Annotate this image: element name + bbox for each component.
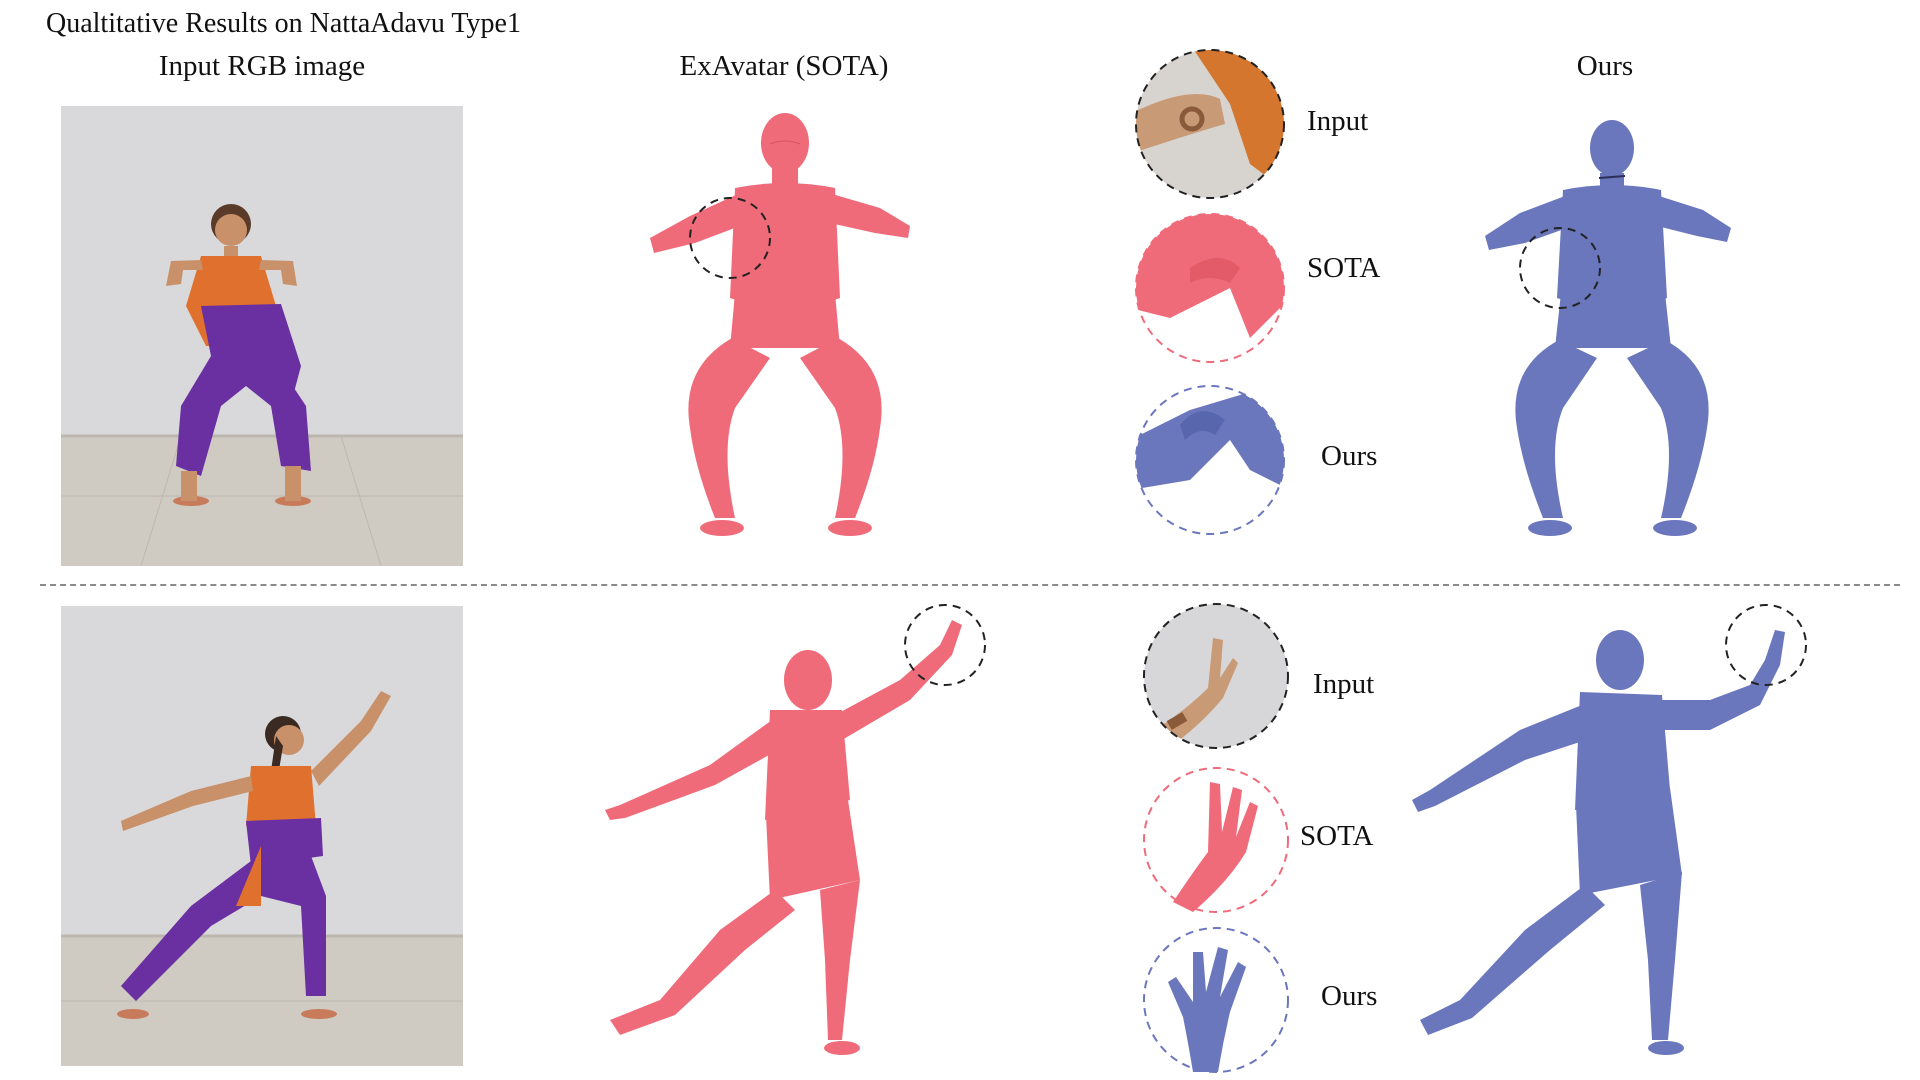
zoom-label-sota-row2: SOTA — [1300, 820, 1374, 852]
zoom-label-input-row2: Input — [1313, 668, 1375, 700]
zoom-circle-ours-row2 — [1138, 922, 1294, 1078]
input-photo-row1 — [61, 106, 463, 566]
zoom-circle-input-row1 — [1130, 44, 1290, 204]
row-divider — [40, 584, 1900, 586]
zoom-circle-sota-row1 — [1130, 208, 1290, 368]
zoom-circle-ours-row1 — [1130, 380, 1290, 540]
zoom-label-input-row1: Input — [1307, 105, 1369, 137]
zoom-circle-input-row2 — [1138, 598, 1294, 754]
zoom-label-ours-row2: Ours — [1321, 980, 1378, 1012]
figure-title: Qualtitative Results on NattaAdavu Type1 — [46, 8, 521, 39]
ours-mesh-row2 — [1400, 600, 1830, 1060]
sota-mesh-row1 — [640, 108, 930, 548]
input-photo-row2 — [61, 606, 463, 1066]
zoom-circle-sota-row2 — [1138, 762, 1294, 918]
zoom-label-sota-row1: SOTA — [1307, 252, 1381, 284]
column-header-input: Input RGB image — [158, 50, 366, 82]
column-header-sota: ExAvatar (SOTA) — [679, 50, 889, 82]
ours-mesh-row1 — [1475, 118, 1745, 548]
column-header-ours: Ours — [1576, 50, 1634, 82]
zoom-label-ours-row1: Ours — [1321, 440, 1378, 472]
sota-mesh-row2 — [580, 600, 1000, 1060]
